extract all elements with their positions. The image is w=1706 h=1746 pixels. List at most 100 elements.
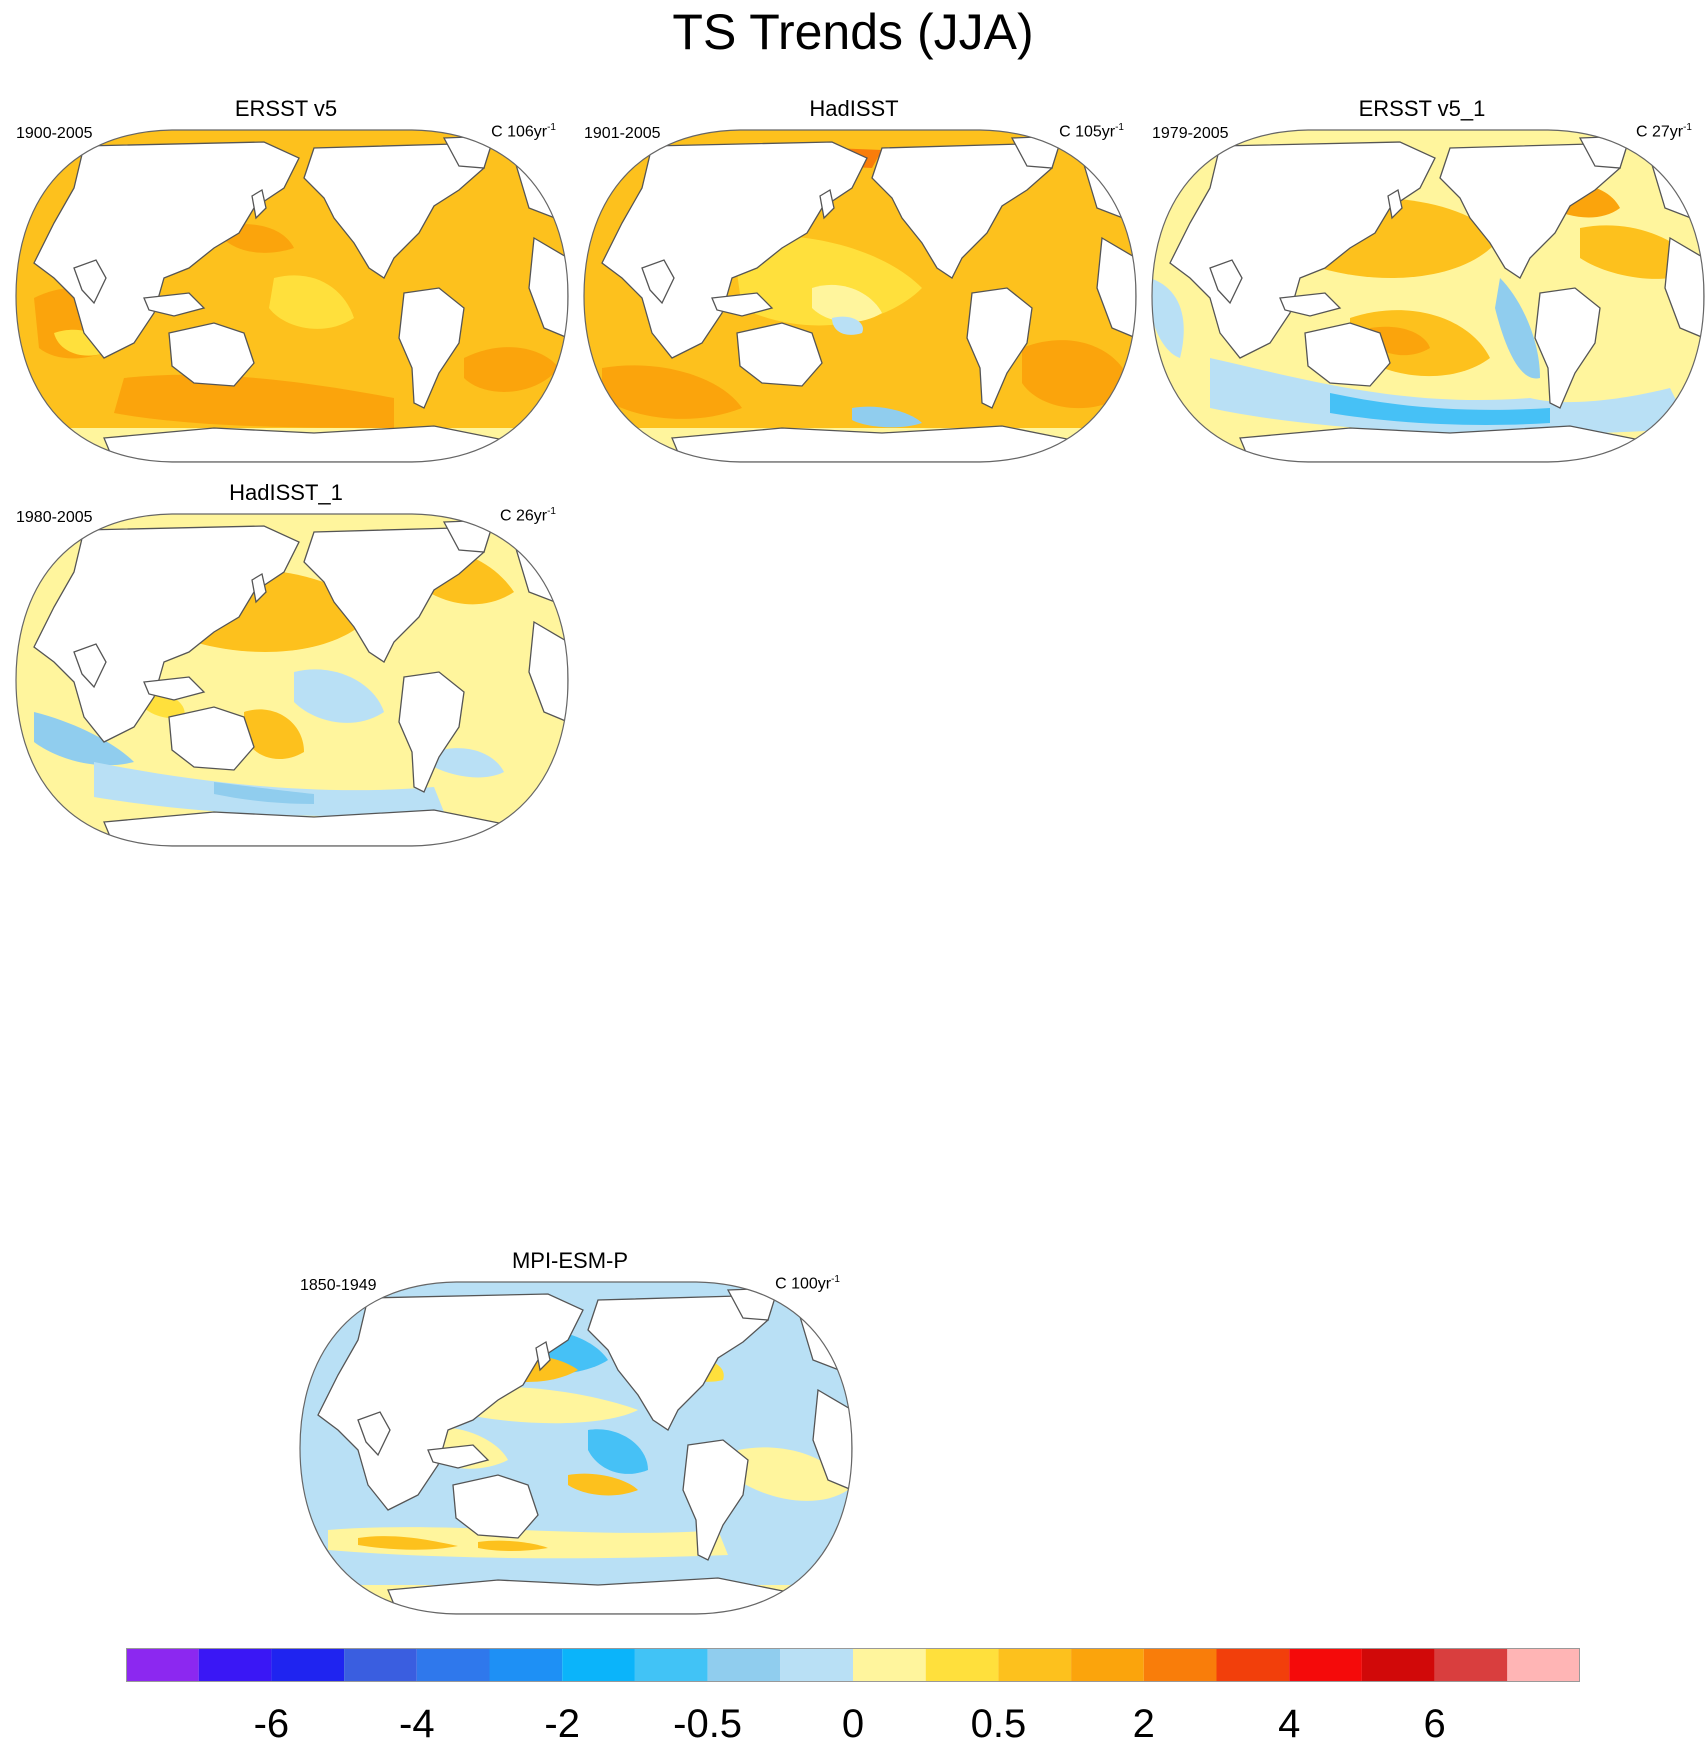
map-panel-ersst-v5: ERSST v5 1900-2005 C 106yr-1 — [6, 96, 569, 466]
colorbar-bin — [489, 1648, 563, 1682]
panel-period: 1979-2005 — [1152, 125, 1229, 142]
landmass — [103, 425, 506, 462]
panel-period: 1901-2005 — [584, 125, 661, 142]
trend-contour — [1022, 340, 1132, 409]
landmass — [1439, 143, 1622, 279]
panel-title: HadISST_1 — [229, 480, 343, 505]
landmass — [143, 676, 206, 701]
landmass — [303, 527, 486, 663]
colorbar-bin — [1434, 1648, 1508, 1682]
colorbar-bin — [1289, 1648, 1362, 1682]
landmass — [535, 1340, 551, 1372]
landmass — [168, 322, 255, 387]
colorbar-bin — [344, 1648, 417, 1682]
colorbar-tick-label: -4 — [399, 1702, 435, 1746]
landmass — [73, 259, 107, 305]
map-border — [15, 513, 569, 847]
panel-units: C 26yr-1 — [499, 506, 556, 525]
landmass — [671, 425, 1074, 462]
world-map — [583, 129, 1137, 463]
panel-title: HadISST — [809, 96, 899, 121]
colorbar-bin — [1143, 1648, 1217, 1682]
colorbar-bin — [271, 1648, 345, 1682]
trend-contour — [358, 1536, 458, 1550]
panel-period: 1850-1949 — [300, 1277, 377, 1294]
colorbar-tick-label: 0 — [841, 1702, 865, 1746]
sst-trend-field — [1152, 130, 1704, 462]
colorbar-tick-label: -6 — [253, 1702, 290, 1746]
trend-contour — [602, 365, 742, 419]
trend-contour — [1210, 358, 1690, 434]
colorbar-tick-label: 4 — [1278, 1702, 1301, 1746]
landmass — [33, 525, 300, 743]
landmass — [682, 1439, 749, 1561]
landmass — [1664, 236, 1704, 339]
landmass — [427, 1444, 490, 1469]
trend-contour — [114, 374, 394, 428]
landmass — [641, 259, 675, 305]
landmass — [317, 1293, 584, 1511]
landmass — [736, 322, 823, 387]
panel-units: C 27yr-1 — [1635, 122, 1692, 141]
landmass — [73, 643, 107, 689]
colorbar-tick-label: -2 — [544, 1702, 580, 1746]
colorbar — [126, 1648, 1580, 1682]
colorbar-bin — [1216, 1648, 1290, 1682]
landmass — [398, 287, 465, 409]
map-panel-mpi-esm-p: MPI-ESM-P 1850-1949 C 100yr-1 — [290, 1248, 853, 1618]
colorbar-bin — [126, 1648, 199, 1682]
colorbar-bin — [562, 1648, 635, 1682]
colorbar-bin — [1071, 1648, 1144, 1682]
colorbar-bin — [780, 1648, 853, 1682]
trend-contour — [1495, 278, 1540, 379]
sst-trend-field — [300, 1282, 852, 1614]
trend-contour — [244, 709, 304, 760]
colorbar-bin — [998, 1648, 1072, 1682]
colorbar-bin — [853, 1648, 926, 1682]
trend-contour — [294, 669, 384, 723]
colorbar-tick-label: 2 — [1132, 1702, 1155, 1746]
panel-title: ERSST v5 — [234, 96, 338, 121]
panel-period: 1900-2005 — [16, 125, 93, 142]
landmass — [819, 188, 835, 220]
colorbar-bin — [634, 1648, 708, 1682]
page-title: TS Trends (JJA) — [672, 4, 1034, 60]
colorbar-bin — [1507, 1648, 1580, 1682]
landmass — [103, 809, 506, 846]
landmass — [812, 1388, 852, 1491]
map-panel-hadisst: HadISST 1901-2005 C 105yr-1 — [574, 96, 1137, 466]
landmass — [1279, 292, 1342, 317]
landmass — [587, 1295, 770, 1431]
panel-title: MPI-ESM-P — [511, 1248, 629, 1273]
landmass — [1239, 425, 1642, 462]
trend-contour — [1330, 393, 1550, 425]
map-border — [1151, 129, 1705, 463]
sst-trend-field — [584, 130, 1136, 462]
landmass — [528, 620, 568, 723]
panel-units: C 100yr-1 — [775, 1274, 840, 1293]
world-map — [15, 129, 569, 463]
trend-contour — [34, 712, 134, 766]
landmass — [1209, 259, 1243, 305]
panel-title: ERSST v5_1 — [1358, 96, 1486, 121]
map-panel-hadisst-1: HadISST_1 1980-2005 C 26yr-1 — [6, 480, 569, 850]
landmass — [711, 292, 774, 317]
landmass — [143, 292, 206, 317]
trend-contour — [1152, 278, 1184, 358]
landmass — [452, 1474, 539, 1539]
sst-trend-field — [16, 514, 568, 846]
colorbar-bin — [416, 1648, 490, 1682]
trend-contour — [588, 1429, 648, 1474]
colorbar-bin — [1361, 1648, 1435, 1682]
trend-contour — [478, 1540, 548, 1551]
landmass — [1534, 287, 1601, 409]
map-border — [299, 1281, 853, 1615]
landmass — [1304, 322, 1391, 387]
colorbar-tick-label: 6 — [1423, 1702, 1446, 1746]
landmass — [303, 143, 486, 279]
panel-units: C 106yr-1 — [491, 122, 556, 141]
trend-contour — [812, 284, 882, 323]
panel-period: 1980-2005 — [16, 509, 93, 526]
world-map — [299, 1281, 853, 1615]
trend-contour — [434, 748, 504, 778]
